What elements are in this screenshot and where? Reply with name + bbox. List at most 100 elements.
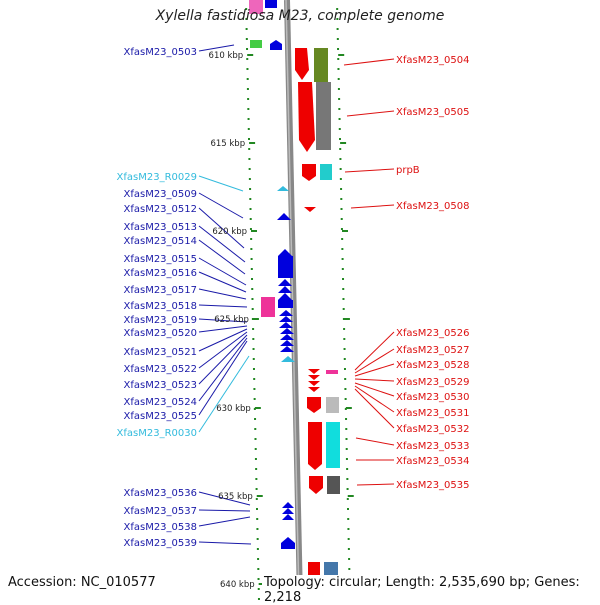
gene-label-right[interactable]: XfasM23_0504 xyxy=(396,55,470,66)
scale-dot xyxy=(340,188,343,190)
leader-line xyxy=(354,388,395,429)
scale-dot xyxy=(346,478,349,480)
scale-dot xyxy=(245,38,248,40)
gene-arrow-prpB xyxy=(302,164,316,181)
gene-label-right[interactable]: XfasM23_0533 xyxy=(396,441,470,452)
gene-label-left[interactable]: XfasM23_0509 xyxy=(123,189,197,200)
gene-label-left[interactable]: XfasM23_0539 xyxy=(123,538,197,549)
left-scale xyxy=(245,8,260,600)
scale-dot xyxy=(341,248,344,250)
left-gene-labels: XfasM23_0503 XfasM23_R0029 XfasM23_0509 Xfa… xyxy=(117,47,197,549)
gene-label-right[interactable]: XfasM23_0508 xyxy=(396,201,470,212)
scale-dot xyxy=(348,568,351,570)
kbp-tick-mark xyxy=(254,407,261,409)
gene-label-right[interactable]: XfasM23_0505 xyxy=(396,107,470,118)
gene-label-left[interactable]: XfasM23_0503 xyxy=(123,47,197,58)
scale-dot xyxy=(255,468,258,470)
gene-label-left[interactable]: XfasM23_0522 xyxy=(123,364,197,375)
gene-prpB-cyan xyxy=(320,164,332,180)
scale-dot xyxy=(247,128,250,130)
gene-label-left[interactable]: XfasM23_0512 xyxy=(123,204,197,215)
scale-dot xyxy=(347,518,350,520)
scale-dot xyxy=(249,218,252,220)
scale-dot xyxy=(343,338,346,340)
gene-label-left[interactable]: XfasM23_0518 xyxy=(123,301,197,312)
scale-dot xyxy=(341,258,344,260)
kbp-tick-label: 625 kbp xyxy=(214,315,249,325)
leader-line xyxy=(198,192,244,219)
gene-arrow-0531 xyxy=(307,397,321,413)
gene-top-pink xyxy=(249,0,263,14)
gene-label-left[interactable]: XfasM23_0525 xyxy=(123,411,197,422)
leader-line xyxy=(346,110,395,117)
gene-label-left[interactable]: XfasM23_0513 xyxy=(123,222,197,233)
scale-dot xyxy=(257,588,260,590)
gene-arrow-0530 xyxy=(308,387,320,392)
scale-dot xyxy=(257,568,260,570)
gene-arrow-0525 xyxy=(280,346,294,352)
scale-dot xyxy=(338,118,341,120)
scale-dot xyxy=(250,258,253,260)
scale-dot xyxy=(255,488,258,490)
scale-dot xyxy=(256,538,259,540)
gene-0505-grey xyxy=(316,82,331,150)
gene-label-left[interactable]: XfasM23_0521 xyxy=(123,347,197,358)
gene-label-right[interactable]: XfasM23_0534 xyxy=(396,456,470,467)
scale-dot xyxy=(253,378,256,380)
gene-arrow-0512 xyxy=(278,249,292,256)
scale-dot xyxy=(252,358,255,360)
kbp-tick-labels: 610 kbp 615 kbp 620 kbp 625 kbp 630 kbp 635 k… xyxy=(209,51,356,590)
gene-arrow-0535 xyxy=(309,476,323,494)
leader-line xyxy=(198,541,252,545)
scale-dot xyxy=(338,108,341,110)
gene-label-left[interactable]: XfasM23_0523 xyxy=(123,380,197,391)
gene-label-right[interactable]: XfasM23_0531 xyxy=(396,408,470,419)
gene-block-0513 xyxy=(278,256,293,278)
scale-dot xyxy=(252,328,255,330)
gene-label-right[interactable]: XfasM23_0535 xyxy=(396,480,470,491)
topology-text: Topology: circular; Length: 2,535,690 bp… xyxy=(262,575,600,605)
scale-dot xyxy=(336,8,339,10)
reverse-strand-genes xyxy=(295,48,340,600)
scale-dot xyxy=(252,338,255,340)
scale-dot xyxy=(341,238,344,240)
gene-label-right[interactable]: XfasM23_0530 xyxy=(396,392,470,403)
leader-line xyxy=(198,509,251,512)
gene-arrow-r0030 xyxy=(281,356,295,362)
leader-line xyxy=(350,204,395,209)
kbp-tick-label: 615 kbp xyxy=(210,139,245,149)
scale-dot xyxy=(346,468,349,470)
kbp-tick-label: 635 kbp xyxy=(218,492,253,502)
gene-label-left[interactable]: XfasM23_0536 xyxy=(123,488,197,499)
scale-dot xyxy=(248,148,251,150)
gene-label-left[interactable]: XfasM23_0524 xyxy=(123,397,197,408)
gene-label-left[interactable]: XfasM23_0538 xyxy=(123,522,197,533)
gene-label-left[interactable]: XfasM23_0519 xyxy=(123,315,197,326)
gene-label-left[interactable]: XfasM23_0514 xyxy=(123,236,197,247)
gene-label-left[interactable]: XfasM23_0515 xyxy=(123,254,197,265)
gene-0503-block xyxy=(250,40,262,48)
gene-label-left[interactable]: XfasM23_R0030 xyxy=(117,428,197,439)
gene-label-right[interactable]: XfasM23_0526 xyxy=(396,328,470,339)
gene-label-left[interactable]: XfasM23_0520 xyxy=(123,328,197,339)
scale-dot xyxy=(246,78,249,80)
gene-label-right[interactable]: prpB xyxy=(396,165,420,176)
gene-label-right[interactable]: XfasM23_0529 xyxy=(396,377,470,388)
gene-label-left[interactable]: XfasM23_0516 xyxy=(123,268,197,279)
leader-line xyxy=(198,491,251,506)
leader-line xyxy=(354,382,395,397)
scale-dot xyxy=(257,578,260,580)
leader-line xyxy=(198,288,247,300)
gene-label-left[interactable]: XfasM23_0517 xyxy=(123,285,197,296)
gene-label-right[interactable]: XfasM23_0528 xyxy=(396,360,470,371)
gene-0535-grey xyxy=(327,476,340,494)
gene-label-right[interactable]: XfasM23_0527 xyxy=(396,345,470,356)
gene-label-left[interactable]: XfasM23_0537 xyxy=(123,506,197,517)
gene-label-right[interactable]: XfasM23_0532 xyxy=(396,424,470,435)
scale-dot xyxy=(337,78,340,80)
gene-label-left[interactable]: XfasM23_R0029 xyxy=(117,172,197,183)
scale-dot xyxy=(342,288,345,290)
leader-line xyxy=(198,175,244,192)
scale-dot xyxy=(252,348,255,350)
